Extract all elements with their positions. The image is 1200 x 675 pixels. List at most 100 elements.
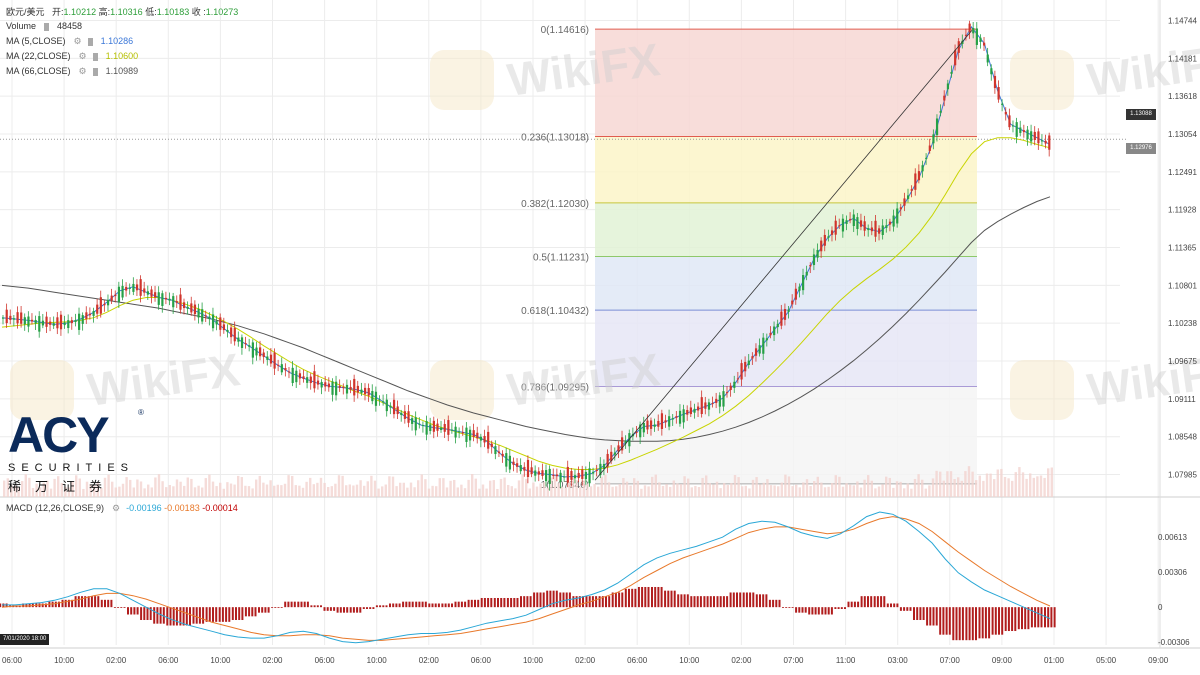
macd-histogram-bar xyxy=(641,586,644,608)
macd-histogram-bar xyxy=(890,603,892,608)
gear-icon[interactable]: ⚙ xyxy=(112,503,121,513)
candle-body xyxy=(635,431,638,433)
logo-brand: ACY xyxy=(8,407,110,463)
candle-body xyxy=(1001,103,1004,105)
gear-icon[interactable]: ⚙ xyxy=(78,66,87,76)
volume-bar xyxy=(121,483,125,497)
macd-histogram-bar xyxy=(840,607,843,609)
candle-body xyxy=(983,42,986,46)
candle-body xyxy=(342,387,345,389)
volume-bar xyxy=(654,474,657,497)
macd-histogram-bar xyxy=(143,607,146,621)
volume-bar xyxy=(165,487,168,497)
volume-bar xyxy=(229,483,233,497)
macd-histogram-bar xyxy=(74,596,77,608)
macd-histogram-bar xyxy=(248,607,251,617)
visibility-icon[interactable] xyxy=(44,22,50,31)
time-tick-label: 07:00 xyxy=(783,656,804,665)
ma22-label[interactable]: MA (22,CLOSE) xyxy=(6,51,71,61)
macd-histogram-bar xyxy=(971,607,974,641)
macd-histogram-bar xyxy=(389,603,391,608)
volume-bar xyxy=(453,479,456,497)
macd-histogram-bar xyxy=(104,599,106,608)
visibility-icon[interactable] xyxy=(92,52,98,61)
ma66-label[interactable]: MA (66,CLOSE) xyxy=(6,66,71,76)
volume-bar xyxy=(64,487,67,497)
macd-histogram-bar xyxy=(742,592,745,608)
volume-bar xyxy=(82,488,85,497)
macd-histogram-bar xyxy=(162,607,165,624)
candle-body xyxy=(935,118,939,136)
volume-bar xyxy=(327,486,330,497)
macd-histogram-bar xyxy=(814,607,817,615)
candle-body xyxy=(501,453,504,457)
macd-histogram-bar xyxy=(287,601,290,608)
volume-bar xyxy=(31,488,35,497)
candle-body xyxy=(378,399,381,401)
volume-bar xyxy=(100,488,103,497)
volume-bar xyxy=(46,480,49,497)
gear-icon[interactable]: ⚙ xyxy=(73,36,82,46)
macd-histogram-bar xyxy=(110,599,113,608)
candle-body xyxy=(277,364,280,366)
macd-label[interactable]: MACD (12,26,CLOSE,9) xyxy=(6,503,105,513)
macd-histogram-bar xyxy=(686,594,689,608)
candle-body xyxy=(59,314,63,330)
volume-bar xyxy=(85,481,89,497)
candle-body xyxy=(458,431,461,433)
candle-body xyxy=(827,236,830,238)
watermark-text: WikiFX xyxy=(84,343,243,416)
macd-histogram-bar xyxy=(975,607,977,641)
ma66-legend: MA (66,CLOSE) ⚙ 1.10989 xyxy=(6,64,138,79)
candle-body xyxy=(783,309,787,320)
volume-bar xyxy=(388,476,391,497)
volume-bar xyxy=(687,478,690,497)
volume-bar xyxy=(244,485,247,497)
price-tick-label: 1.09675 xyxy=(1168,357,1197,366)
volume-bar xyxy=(1032,477,1035,497)
price-tick-label: 1.13618 xyxy=(1168,92,1197,101)
macd-histogram-bar xyxy=(1021,607,1023,630)
candle-body xyxy=(602,463,606,469)
time-tick-label: 06:00 xyxy=(471,656,492,665)
candle-body xyxy=(146,291,149,295)
volume-bar xyxy=(190,478,193,497)
macd-histogram-bar xyxy=(608,596,611,608)
ma5-label[interactable]: MA (5,CLOSE) xyxy=(6,36,66,46)
volume-bars xyxy=(3,466,1053,497)
volume-bar xyxy=(777,486,780,497)
macd-histogram-bar xyxy=(722,596,725,608)
price-tick-label: 1.11928 xyxy=(1168,206,1197,215)
macd-histogram-bar xyxy=(549,590,552,608)
visibility-icon[interactable] xyxy=(87,37,93,46)
macd-tick-label: -0.00306 xyxy=(1158,638,1190,647)
macd-histogram-bar xyxy=(382,605,385,608)
gear-icon[interactable]: ⚙ xyxy=(78,51,87,61)
volume-bar xyxy=(888,477,891,497)
candle-body xyxy=(910,189,913,191)
candle-body xyxy=(856,217,859,230)
macd-histogram-bar xyxy=(297,601,300,608)
volume-bar xyxy=(967,466,971,497)
visibility-icon[interactable] xyxy=(92,67,98,76)
candle-body xyxy=(812,254,816,266)
macd-histogram-bar xyxy=(994,607,997,635)
candle-body xyxy=(454,426,457,438)
macd-histogram-bar xyxy=(899,607,902,611)
macd-histogram-bar xyxy=(1027,607,1030,630)
macd-histogram-bar xyxy=(1040,607,1043,628)
candle-body xyxy=(34,319,37,324)
candle-body xyxy=(993,75,997,89)
macd-histogram-bar xyxy=(398,603,401,608)
macd-histogram-bar xyxy=(366,607,368,609)
macd-histogram-bar xyxy=(830,607,833,615)
volume-bar xyxy=(607,482,611,497)
volume-bar xyxy=(175,479,179,497)
macd-histogram-bar xyxy=(673,590,676,608)
macd-histogram-bar xyxy=(195,607,198,624)
macd-histogram-bar xyxy=(696,596,699,608)
macd-histogram-bar xyxy=(133,607,136,615)
macd-histogram-bar xyxy=(339,607,342,613)
volume-bar xyxy=(219,482,222,497)
